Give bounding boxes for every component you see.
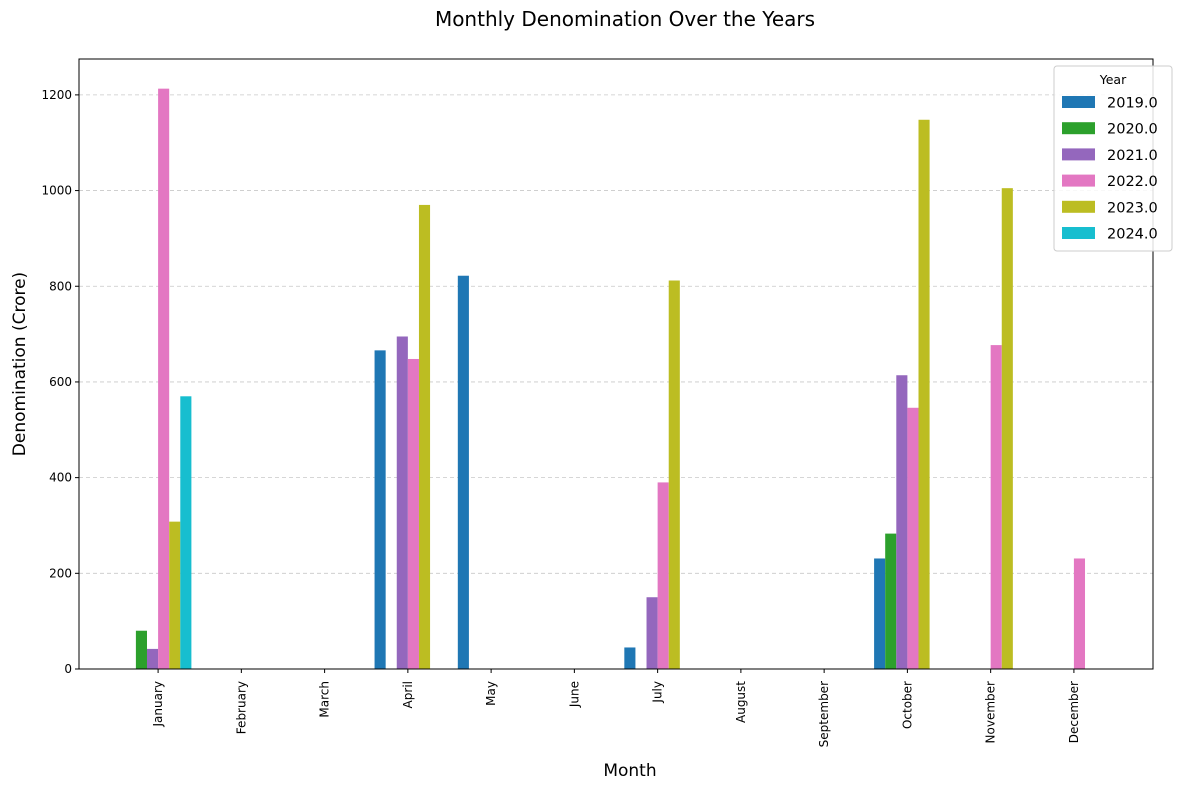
y-tick-label: 0 — [64, 662, 72, 676]
y-tick-label: 1200 — [41, 88, 72, 102]
x-tick-label: January — [151, 681, 165, 728]
x-axis: January February March April May June July Augu… — [151, 669, 1081, 747]
legend-swatch — [1062, 227, 1095, 239]
bar — [874, 558, 886, 669]
legend-swatch — [1062, 174, 1095, 187]
bar — [907, 407, 919, 669]
bar — [135, 630, 147, 669]
bar — [180, 396, 192, 669]
x-tick-label: March — [318, 681, 332, 718]
legend-label: 2023.0 — [1107, 200, 1158, 216]
grid-lines — [79, 94, 1153, 574]
bar — [396, 336, 408, 669]
y-tick-label: 200 — [49, 566, 72, 580]
bar — [457, 275, 469, 669]
bar — [668, 280, 680, 669]
legend-label: 2019.0 — [1107, 96, 1158, 112]
bar — [657, 482, 669, 669]
bar — [407, 358, 419, 669]
x-tick-label: October — [900, 681, 914, 729]
bar — [624, 647, 636, 669]
legend-swatch — [1062, 96, 1095, 108]
y-tick-label: 1000 — [41, 184, 72, 198]
x-axis-title: Month — [603, 761, 656, 781]
bar — [169, 521, 181, 669]
x-tick-label: April — [401, 681, 415, 708]
y-axis-title: Denomination (Crore) — [10, 272, 30, 456]
bar — [146, 648, 159, 669]
legend-swatch — [1062, 200, 1095, 213]
x-tick-label: May — [484, 681, 498, 706]
bar — [374, 350, 386, 669]
legend-title: Year — [1099, 72, 1127, 87]
x-tick-label: December — [1067, 681, 1081, 743]
legend-swatch — [1062, 148, 1095, 161]
y-tick-label: 400 — [49, 471, 72, 485]
x-tick-label: February — [234, 681, 248, 734]
y-tick-label: 800 — [49, 279, 72, 293]
x-tick-label: June — [567, 681, 581, 708]
bar — [885, 533, 897, 669]
legend-label: 2024.0 — [1107, 227, 1158, 243]
legend-label: 2022.0 — [1107, 174, 1158, 190]
legend-items: 2019.0 2020.0 2021.0 2022.0 2023.0 2024.0 — [1062, 96, 1158, 243]
bar — [158, 88, 170, 670]
bar — [418, 204, 431, 669]
chart-title: Monthly Denomination Over the Years — [435, 7, 815, 31]
x-tick-label: November — [984, 681, 998, 743]
legend-label: 2020.0 — [1107, 122, 1158, 138]
x-tick-label: September — [817, 681, 831, 747]
legend: Year 2019.0 2020.0 2021.0 2022.0 2023.0 2024.… — [1053, 65, 1173, 252]
y-axis: 0 200 400 600 800 1000 1200 — [41, 88, 79, 676]
bar — [1073, 558, 1086, 669]
legend-swatch — [1062, 122, 1095, 135]
x-tick-label: August — [734, 681, 748, 723]
bar — [918, 119, 930, 669]
y-tick-label: 600 — [49, 375, 72, 389]
bar — [1001, 188, 1013, 670]
bar — [646, 597, 658, 669]
bar — [990, 345, 1002, 669]
plot-frame — [78, 58, 1154, 670]
x-tick-label: July — [651, 681, 665, 704]
bar — [896, 375, 908, 669]
legend-label: 2021.0 — [1107, 148, 1158, 164]
bars-group — [135, 88, 1086, 670]
